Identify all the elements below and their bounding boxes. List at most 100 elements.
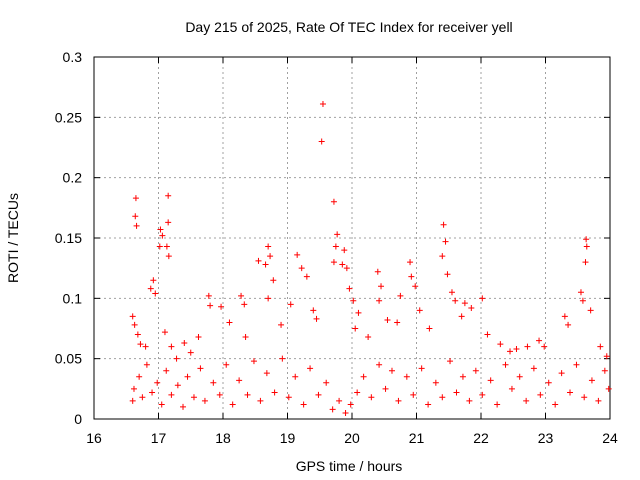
data-point (339, 261, 346, 268)
data-point (180, 403, 187, 410)
data-point (130, 385, 137, 392)
data-point (136, 373, 143, 380)
data-point (352, 325, 359, 332)
data-point (163, 367, 170, 374)
data-point (336, 397, 343, 404)
grid-lines (94, 57, 610, 419)
data-point (307, 365, 314, 372)
data-point (292, 373, 299, 380)
data-point (502, 361, 509, 368)
data-point (149, 389, 156, 396)
data-point (346, 285, 353, 292)
y-tick-label: 0.15 (55, 230, 82, 246)
data-point (408, 273, 415, 280)
data-point (418, 365, 425, 372)
x-tick-label: 18 (215, 430, 231, 446)
data-point (365, 333, 372, 340)
data-point (255, 257, 262, 264)
data-point (168, 391, 175, 398)
data-point (347, 401, 354, 408)
data-point (545, 379, 552, 386)
data-point (355, 309, 362, 316)
data-point (161, 329, 168, 336)
data-point (388, 367, 395, 374)
data-point (187, 349, 194, 356)
data-point (595, 397, 602, 404)
data-point (143, 361, 150, 368)
y-tick-label: 0.1 (63, 290, 83, 306)
data-point (439, 394, 446, 401)
y-tick-label: 0 (74, 411, 82, 427)
data-point (250, 358, 257, 365)
data-point (173, 355, 180, 362)
data-point (332, 243, 339, 250)
data-point (577, 289, 584, 296)
data-point (603, 353, 610, 360)
x-tick-label: 24 (602, 430, 618, 446)
data-point (270, 277, 277, 284)
data-point (315, 391, 322, 398)
data-point (479, 295, 486, 302)
data-point (508, 385, 515, 392)
data-point (129, 397, 136, 404)
data-point (466, 397, 473, 404)
data-point (298, 265, 305, 272)
data-point (536, 337, 543, 344)
data-point (271, 389, 278, 396)
data-point (479, 391, 486, 398)
data-point (354, 389, 361, 396)
data-point (129, 313, 136, 320)
data-point (581, 394, 588, 401)
data-point (265, 243, 272, 250)
data-points (129, 101, 612, 416)
data-point (587, 307, 594, 314)
data-point (190, 394, 197, 401)
data-point (197, 365, 204, 372)
data-point (318, 138, 325, 145)
data-point (541, 343, 548, 350)
data-point (378, 283, 385, 290)
x-tick-label: 16 (86, 430, 102, 446)
data-point (310, 307, 317, 314)
data-point (376, 297, 383, 304)
data-point (278, 321, 285, 328)
data-point (226, 319, 233, 326)
data-point (319, 101, 326, 108)
y-tick-label: 0.25 (55, 109, 82, 125)
data-point (159, 232, 166, 239)
data-point (267, 253, 274, 260)
data-point (583, 236, 590, 243)
data-point (329, 406, 336, 413)
data-point (154, 379, 161, 386)
data-point (342, 409, 349, 416)
data-point (472, 367, 479, 374)
data-point (285, 394, 292, 401)
data-point (238, 292, 245, 299)
data-point (300, 401, 307, 408)
data-point (334, 231, 341, 238)
y-axis-ticks: 0 0.05 0.1 0.15 0.2 0.25 0.3 (55, 49, 610, 427)
data-point (343, 265, 350, 272)
data-point (132, 195, 139, 202)
data-point (567, 389, 574, 396)
data-point (410, 391, 417, 398)
data-point (416, 307, 423, 314)
data-point (384, 317, 391, 324)
data-point (201, 397, 208, 404)
data-point (458, 313, 465, 320)
data-point (147, 285, 154, 292)
data-point (294, 251, 301, 258)
x-tick-label: 19 (280, 430, 296, 446)
data-point (265, 295, 272, 302)
data-point (216, 391, 223, 398)
data-point (579, 297, 586, 304)
x-tick-label: 21 (409, 430, 425, 446)
data-point (279, 355, 286, 362)
data-point (168, 343, 175, 350)
data-point (582, 259, 589, 266)
data-point (157, 226, 164, 233)
data-point (524, 343, 531, 350)
data-point (412, 283, 419, 290)
data-point (530, 365, 537, 372)
